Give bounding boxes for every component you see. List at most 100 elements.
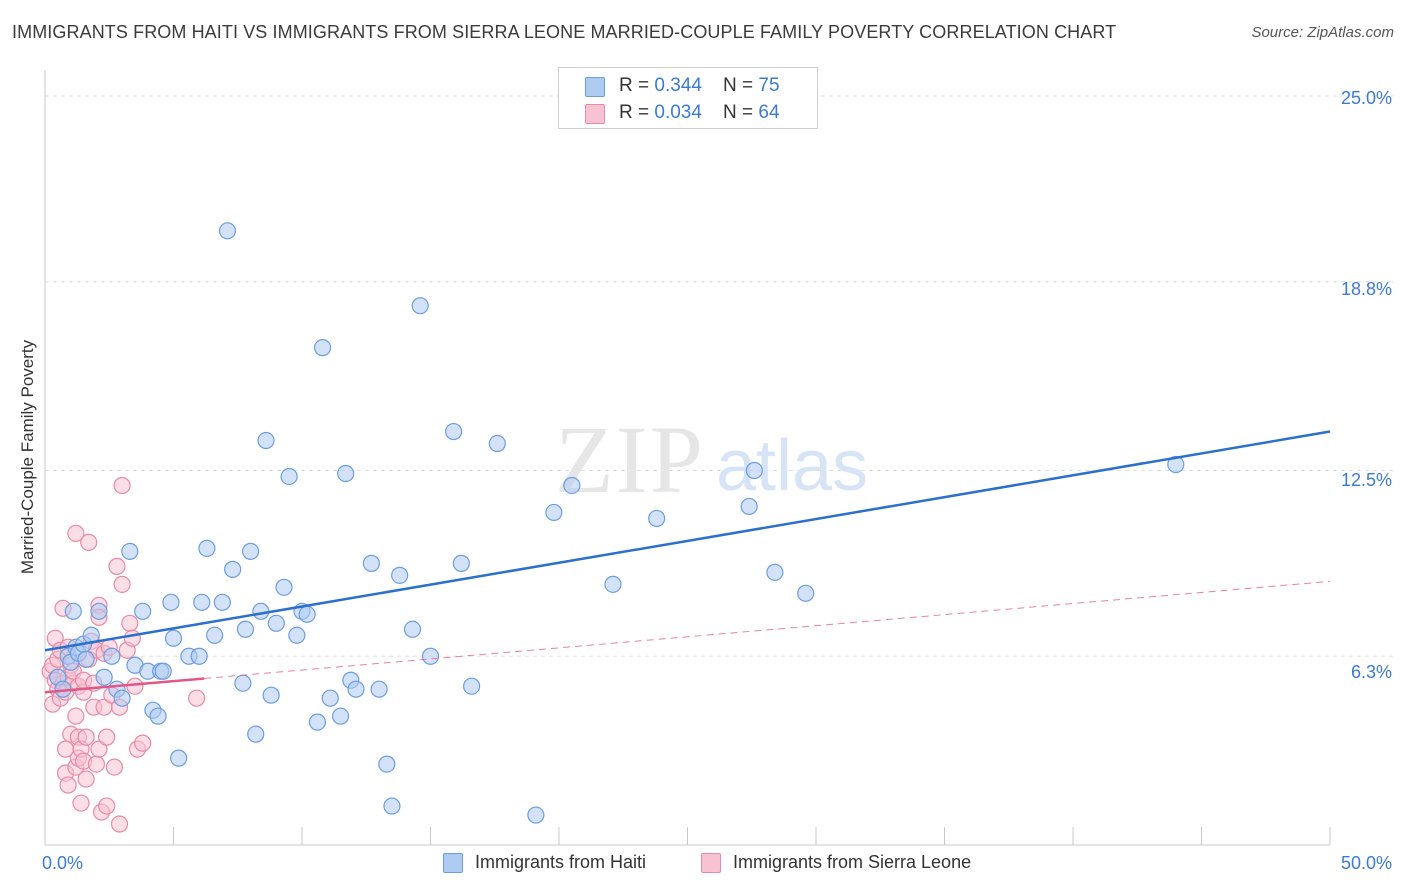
haiti-point — [648, 509, 666, 528]
haiti-point — [164, 629, 183, 647]
haiti-point — [224, 560, 242, 578]
sierra-leone-point — [72, 794, 90, 812]
sierra-leone-point — [98, 797, 116, 815]
haiti-point — [362, 554, 380, 572]
haiti-point — [193, 593, 211, 611]
haiti-trend-line — [44, 430, 1331, 652]
haiti-point — [370, 680, 388, 698]
haiti-point — [298, 605, 316, 623]
sierra-leone-swatch — [701, 853, 721, 873]
haiti-point — [95, 668, 113, 686]
sierra-leone-point — [126, 677, 144, 695]
haiti-point — [527, 806, 545, 824]
haiti-point — [337, 464, 355, 483]
y-tick-label: 6.3% — [1350, 662, 1392, 682]
sierra-leone-point — [134, 734, 152, 752]
haiti-point — [347, 680, 365, 698]
gridlines — [45, 95, 1394, 657]
y-tick-label: 18.8% — [1340, 279, 1392, 299]
haiti-point — [206, 626, 224, 644]
legend-label: Immigrants from Haiti — [475, 852, 647, 872]
y-tick-label: 25.0% — [1340, 88, 1392, 108]
haiti-point — [740, 497, 758, 516]
haiti-point — [262, 686, 280, 704]
y-tick-label: 12.5% — [1340, 470, 1392, 490]
haiti-point — [247, 725, 265, 743]
haiti-point — [154, 662, 172, 680]
x-tick-label-max: 50.0% — [1340, 853, 1392, 873]
haiti-point — [545, 503, 563, 522]
legend-n-value: 64 — [758, 102, 780, 123]
series-haiti-points — [49, 222, 1185, 824]
correlation-legend: R = 0.344 N = 75 R = 0.034 N = 64 — [558, 67, 818, 129]
haiti-point — [488, 434, 506, 453]
x-tick-label-min: 0.0% — [42, 853, 84, 873]
watermark-atlas: atlas — [716, 426, 868, 506]
haiti-point — [383, 797, 401, 815]
sierra-leone-swatch — [585, 104, 605, 124]
haiti-point — [121, 542, 139, 560]
haiti-point — [411, 297, 429, 315]
haiti-point — [149, 707, 167, 725]
sierra-leone-point — [77, 770, 95, 788]
sierra-leone-point — [80, 533, 98, 551]
legend-n-label: N = — [723, 102, 759, 123]
sierra-leone-point — [110, 815, 129, 833]
haiti-point — [77, 650, 95, 668]
haiti-point — [563, 476, 581, 495]
haiti-point — [604, 575, 622, 593]
sierra-leone-point — [123, 629, 141, 647]
legend-r-label: R = — [619, 75, 655, 96]
sierra-leone-point — [67, 524, 85, 543]
sierra-leone-point — [108, 557, 126, 575]
legend-label: Immigrants from Sierra Leone — [733, 852, 972, 872]
legend-r-value: 0.034 — [654, 102, 702, 123]
haiti-point — [391, 566, 409, 584]
haiti-point — [134, 602, 152, 620]
sierra-leone-point — [59, 776, 77, 794]
sierra-leone-point — [98, 728, 116, 746]
source-credit: Source: ZipAtlas.com — [1251, 24, 1394, 41]
haiti-point — [378, 755, 396, 773]
legend-r-value: 0.344 — [654, 75, 702, 96]
sierra-leone-point — [87, 755, 106, 773]
haiti-point — [190, 647, 208, 665]
haiti-point — [198, 539, 216, 557]
watermark: ZIP atlas — [555, 406, 868, 513]
sierra-leone-trend-line-dashed — [204, 580, 1331, 679]
sierra-leone-point — [67, 707, 85, 725]
haiti-point — [103, 647, 121, 665]
haiti-point — [257, 431, 275, 450]
haiti-point — [218, 222, 237, 240]
legend-n-label: N = — [723, 75, 759, 96]
sierra-leone-point — [188, 689, 206, 707]
haiti-point — [90, 602, 108, 620]
haiti-point — [280, 467, 298, 486]
haiti-point — [797, 584, 815, 602]
haiti-point — [452, 554, 470, 572]
haiti-swatch — [585, 77, 605, 97]
haiti-point — [162, 593, 180, 611]
haiti-point — [463, 677, 481, 695]
chart-title: IMMIGRANTS FROM HAITI VS IMMIGRANTS FROM… — [12, 22, 1117, 42]
haiti-point — [234, 674, 252, 692]
haiti-point — [766, 563, 784, 581]
sierra-leone-point — [113, 575, 131, 593]
sierra-leone-point — [105, 758, 123, 776]
haiti-point — [1167, 455, 1185, 474]
haiti-point — [313, 339, 332, 357]
haiti-point — [288, 626, 306, 644]
haiti-point — [745, 461, 763, 480]
haiti-point — [275, 578, 293, 596]
legend-n-value: 75 — [758, 75, 780, 96]
axes — [44, 70, 1331, 846]
haiti-point — [321, 689, 339, 707]
sierra-leone-point — [77, 728, 95, 746]
haiti-point — [236, 620, 255, 638]
haiti-point — [267, 614, 285, 632]
watermark-zip: ZIP — [555, 406, 705, 513]
haiti-point — [170, 749, 188, 767]
y-axis-label: Married-Couple Family Poverty — [18, 339, 37, 575]
haiti-point — [213, 593, 231, 611]
